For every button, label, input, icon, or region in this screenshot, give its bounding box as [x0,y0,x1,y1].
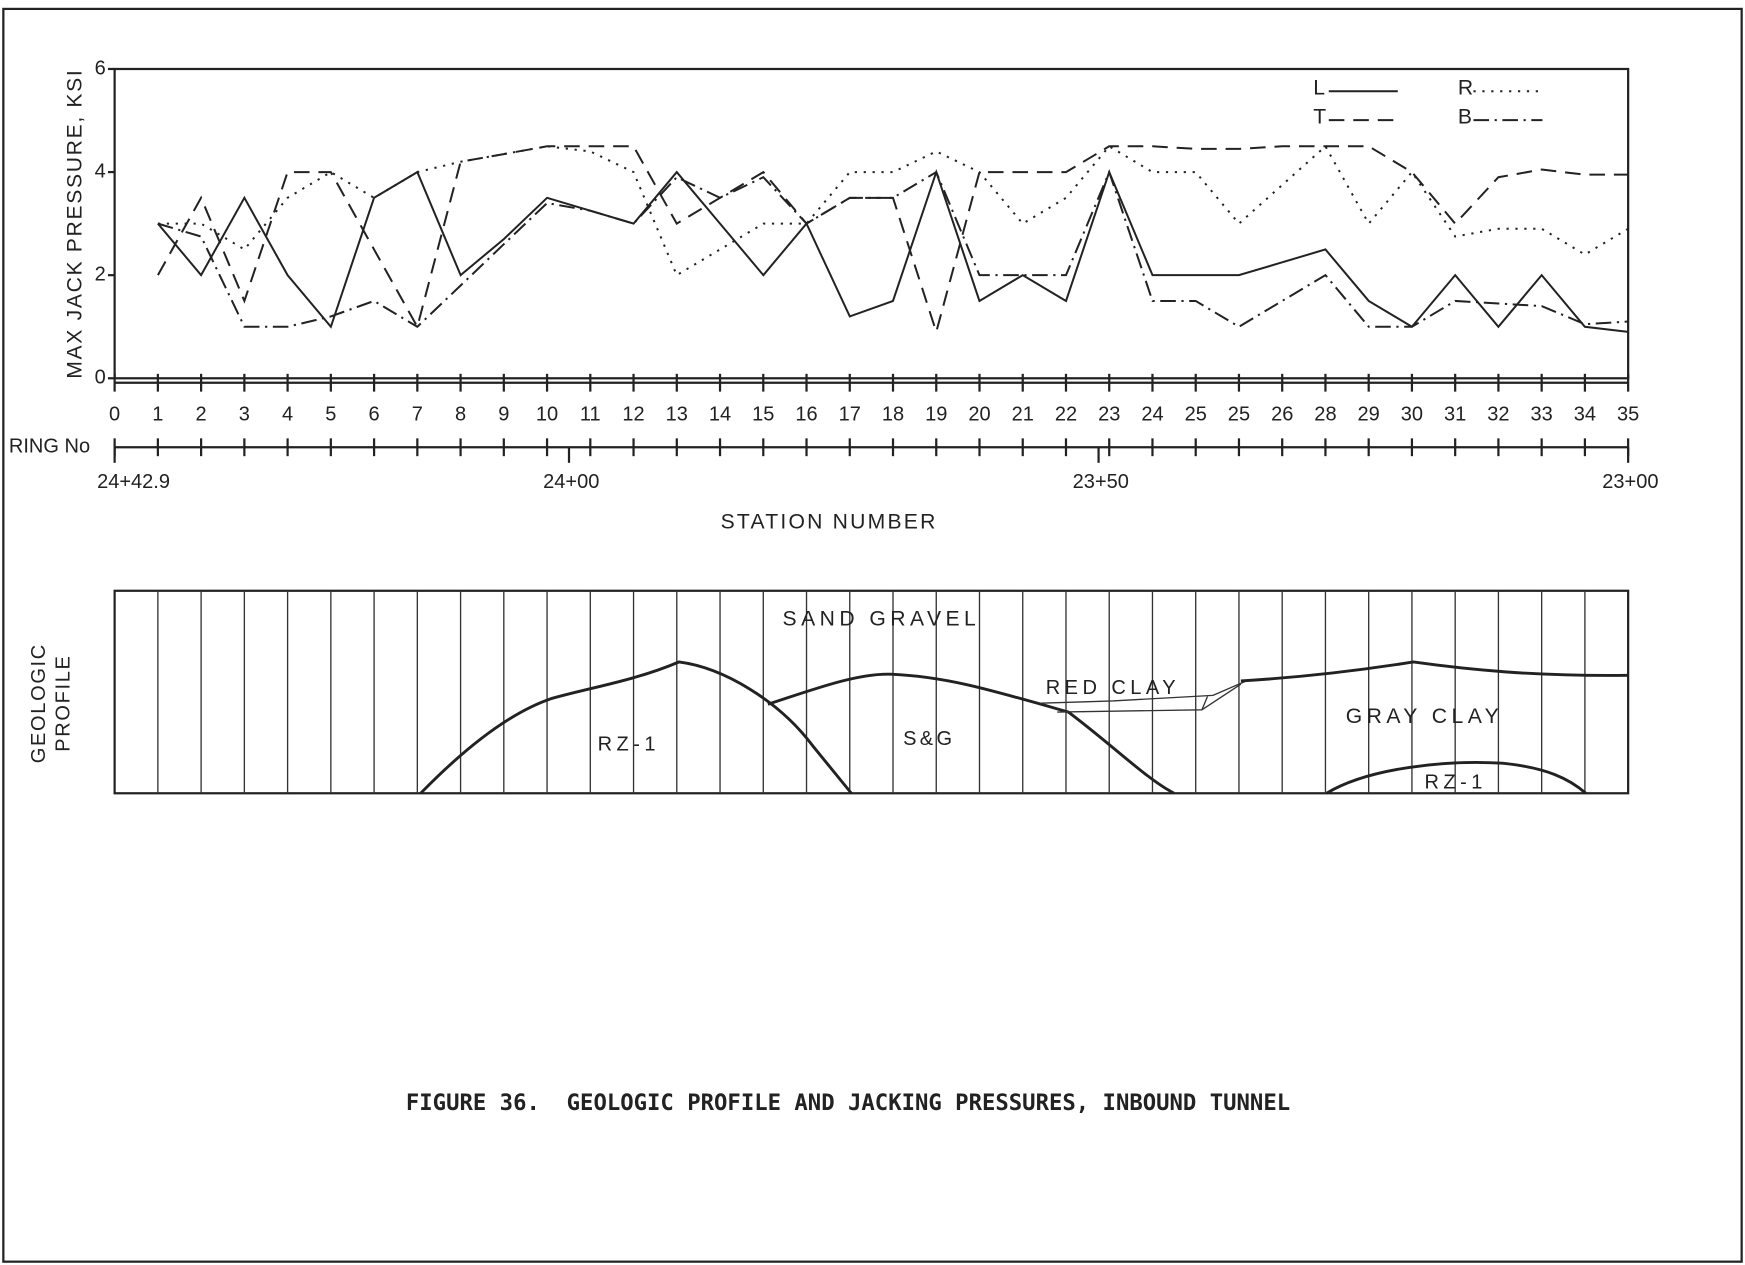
x-tick-label: 15 [752,403,774,425]
x-tick-label: 3 [239,403,250,425]
legend-label: B [1458,106,1472,129]
x-tick-label: 7 [412,403,423,425]
x-tick-label: 20 [968,403,990,425]
x-tick-label: 35 [1617,403,1639,425]
zone-label: S&G [903,728,955,750]
x-tick-label: 19 [925,403,947,425]
x-tick-label: 9 [498,403,509,425]
x-tick-label: 11 [580,403,601,425]
x-tick-label: 12 [622,403,644,425]
x-tick-label: 1 [152,403,163,425]
x-tick-label: 22 [1055,403,1077,425]
x-tick-label: 25 [1228,403,1250,425]
boundary [767,672,1175,795]
x-tick-label: 13 [666,403,688,425]
caption: FIGURE 36. GEOLOGIC PROFILE AND JACKING … [406,1090,1290,1116]
series-line [157,169,1629,329]
y-tick-label: 4 [95,160,106,182]
x-tick-label: 10 [536,403,558,425]
y-tick-label: 6 [95,57,106,79]
x-tick-label: 5 [325,403,336,425]
plot-frame [113,67,1630,380]
x-tick-label: 26 [1271,403,1293,425]
y-axis-label: MAX JACK PRESSURE, KSI [63,69,86,379]
boundary [419,660,853,795]
profile-label: GEOLOGIC PROFILE [28,643,74,763]
page-border [2,7,1743,1263]
x2-axis-label: STATION NUMBER [721,510,938,533]
x-tick-label: 28 [1314,403,1336,425]
x-tick-label: 30 [1401,403,1423,425]
zone-label: SAND GRAVEL [783,607,981,630]
x-tick-label: 24 [1141,403,1163,425]
x-tick-label: 33 [1531,403,1553,425]
x-tick-label: 34 [1574,403,1596,425]
series-line [157,168,1629,333]
x-tick-label: 8 [455,403,466,425]
series-line [157,144,1629,277]
x-tick-label: 0 [109,403,120,425]
x2-tick-label: 23+50 [1073,471,1129,493]
x-tick-label: 16 [795,403,817,425]
x2-tick-label: 23+00 [1602,471,1658,493]
series-line [157,145,1629,336]
zone-label: RZ-1 [598,734,660,756]
x-tick-label: 23 [1098,403,1120,425]
zone-label: RZ-1 [1424,772,1486,794]
legend-label: T [1313,106,1326,129]
x-tick-label: 6 [369,403,380,425]
zone-label: GRAY CLAY [1346,705,1503,728]
x-tick-label: 29 [1358,403,1380,425]
y-tick-label: 2 [95,263,106,285]
boundary [1325,761,1587,795]
zone-label: RED CLAY [1046,677,1180,699]
profile-grid [157,590,1586,794]
x2-tick-label: 24+00 [543,471,599,493]
x-axis-label: RING No [9,436,90,458]
y-tick-label: 0 [95,367,106,389]
legend-label: L [1313,77,1325,100]
x-tick-label: 4 [282,403,293,425]
x2-tick-label: 24+42.9 [97,471,170,493]
boundary [1040,680,1247,713]
x-tick-label: 18 [882,403,904,425]
legend-label: R [1458,77,1473,100]
boundary [1240,660,1629,683]
x-tick-label: 32 [1487,403,1509,425]
x-tick-label: 31 [1444,403,1466,425]
x-tick-label: 2 [196,403,207,425]
x-tick-label: 25 [1185,403,1207,425]
profile-frame [113,589,1630,795]
x-tick-label: 21 [1012,403,1034,425]
x-tick-label: 14 [709,403,731,425]
x-tick-label: 17 [839,403,861,425]
